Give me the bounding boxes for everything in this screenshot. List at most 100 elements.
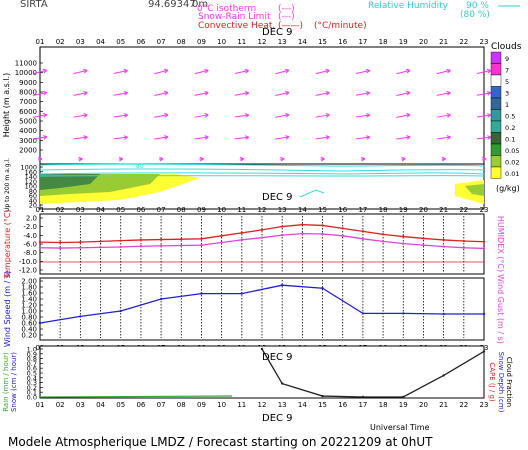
wind-arrow-head xyxy=(163,90,169,96)
wind-arrow xyxy=(436,69,451,75)
series-point xyxy=(381,233,385,236)
series-point xyxy=(119,309,122,313)
hour-axis-top: 01 02 03 04 05 06 07 08 09 10 11 12 13 14 15 16 17 18 19 20… xyxy=(36,38,489,46)
cloud-fraction-line xyxy=(260,347,486,399)
hour-tick-label: 21 xyxy=(439,206,448,214)
hour-tick-label: 20 xyxy=(419,206,428,214)
y-tick-label: -12.0 xyxy=(19,267,37,275)
series-point xyxy=(442,238,445,242)
series-point xyxy=(280,382,284,385)
hour-tick-label: 17 xyxy=(358,401,367,409)
panel-rain xyxy=(39,345,485,399)
y-tick-label: 140 xyxy=(25,173,37,181)
wind-arrow-head xyxy=(123,135,128,140)
wind-arrow xyxy=(315,69,330,75)
hour-tick-label: 07 xyxy=(157,401,166,409)
y-tick-label: 4000 xyxy=(19,127,37,135)
panel-rain-rlabel-snowdepth: Snow Depth (cm) xyxy=(497,352,505,413)
wind-arrow-head xyxy=(280,156,285,162)
wind-arrow xyxy=(234,114,249,118)
hour-axis-mid: 01 02 03 04 05 06 07 08 09 10 11 12 13 14 15 16 17 18 19 20… xyxy=(36,206,489,214)
wind-arrow-head xyxy=(365,68,371,74)
panel-wind-speed-rlabel: Wind Gust (m / s) xyxy=(496,274,505,344)
y-tick-label: 1.60 xyxy=(21,290,37,298)
legend-snow-rain-symbol: (---) xyxy=(278,12,295,22)
wind-arrow xyxy=(476,136,492,140)
hour-tick-label: 01 xyxy=(36,206,45,214)
series-point xyxy=(240,231,244,235)
y-tick-label: 0.5 xyxy=(27,370,37,378)
y-tick-label: 1.20 xyxy=(21,302,37,310)
rh-contours xyxy=(39,163,485,198)
y-tick-label: 6000 xyxy=(19,108,37,116)
series-point xyxy=(402,395,405,399)
wind-arrow-head xyxy=(38,156,43,162)
hour-tick-label: 01 xyxy=(36,401,45,409)
y-tick-label: 2.00 xyxy=(21,278,37,286)
legend-snow-rain: Snow-Rain Limit xyxy=(198,12,271,22)
wind-arrow xyxy=(113,70,128,74)
cloud-legend-swatch xyxy=(490,143,502,156)
legend-convective-unit: (°C/minute) xyxy=(314,21,367,31)
hour-tick-label: 22 xyxy=(459,206,468,214)
hour-tick-label: 03 xyxy=(76,206,85,214)
y-tick-label: 40 xyxy=(29,197,37,205)
wind-arrow xyxy=(194,136,209,140)
cloud-legend-swatch xyxy=(490,132,502,145)
wind-arrow-head xyxy=(320,156,325,162)
y-tick-label: 0.8 xyxy=(27,355,37,363)
hour-tick-label: 05 xyxy=(116,206,125,214)
wind-arrow xyxy=(113,114,128,118)
wind-arrow-head xyxy=(204,90,209,96)
hour-tick-label: 19 xyxy=(399,38,408,46)
y-tick-label: -10.0 xyxy=(19,258,37,266)
y-tick-label: 0.4 xyxy=(27,374,37,382)
hour-tick-label: 22 xyxy=(459,401,468,409)
wind-arrow xyxy=(154,114,169,118)
hour-tick-label: 13 xyxy=(278,38,287,46)
clouds-legend-unit: (g/kg) xyxy=(496,184,520,193)
y-tick-label: 11000 xyxy=(15,60,37,68)
wind-arrow xyxy=(355,92,370,96)
y-tick-label: 0.80 xyxy=(21,314,37,322)
wind-arrow-head xyxy=(285,135,290,140)
cloud-legend-swatch xyxy=(490,74,502,87)
hour-tick-label: 10 xyxy=(217,401,226,409)
wind-arrow-head xyxy=(244,68,249,74)
cloud-region-dense xyxy=(40,174,100,190)
wind-arrow-head xyxy=(42,135,48,140)
legend-convective-symbol: (——) xyxy=(278,21,303,31)
hour-tick-label: 14 xyxy=(298,206,307,214)
series-line xyxy=(39,284,484,324)
wind-arrow xyxy=(234,136,249,140)
wind-arrow xyxy=(315,114,330,118)
hour-tick-label: 16 xyxy=(338,38,347,46)
series-point xyxy=(200,243,203,247)
hour-tick-label: 14 xyxy=(298,38,307,46)
series-point xyxy=(321,232,324,236)
hour-tick-label: 23 xyxy=(480,38,489,46)
wind-arrow-head xyxy=(325,113,330,118)
wind-arrow-head xyxy=(78,156,83,162)
hour-tick-label: 18 xyxy=(379,38,388,46)
hour-tick-label: 11 xyxy=(237,206,246,214)
hour-tick-label: 02 xyxy=(56,401,65,409)
wind-arrow xyxy=(234,92,249,96)
cloud-legend-label: 0.02 xyxy=(505,159,519,167)
series-point xyxy=(180,237,183,241)
wind-arrow xyxy=(355,114,370,118)
y-tick-label: 10000 xyxy=(15,69,37,77)
hour-tick-label: 09 xyxy=(197,38,206,46)
series-point xyxy=(260,228,264,232)
hour-tick-label: 09 xyxy=(197,206,206,214)
wind-arrow-head xyxy=(406,112,411,118)
cloud-region-right-mid xyxy=(465,184,484,196)
wind-arrow-head xyxy=(365,113,371,118)
series-point xyxy=(38,240,42,244)
wind-arrow-head xyxy=(83,113,88,118)
x-axis-label: Universal Time xyxy=(370,423,430,432)
y-tick-label: 0.40 xyxy=(21,326,37,334)
date-label-bottom-top: DEC 9 xyxy=(262,352,293,363)
hour-tick-label: 04 xyxy=(96,401,105,409)
panel-wind-speed-ylabel: Wind Speed (m / s) xyxy=(3,271,12,347)
